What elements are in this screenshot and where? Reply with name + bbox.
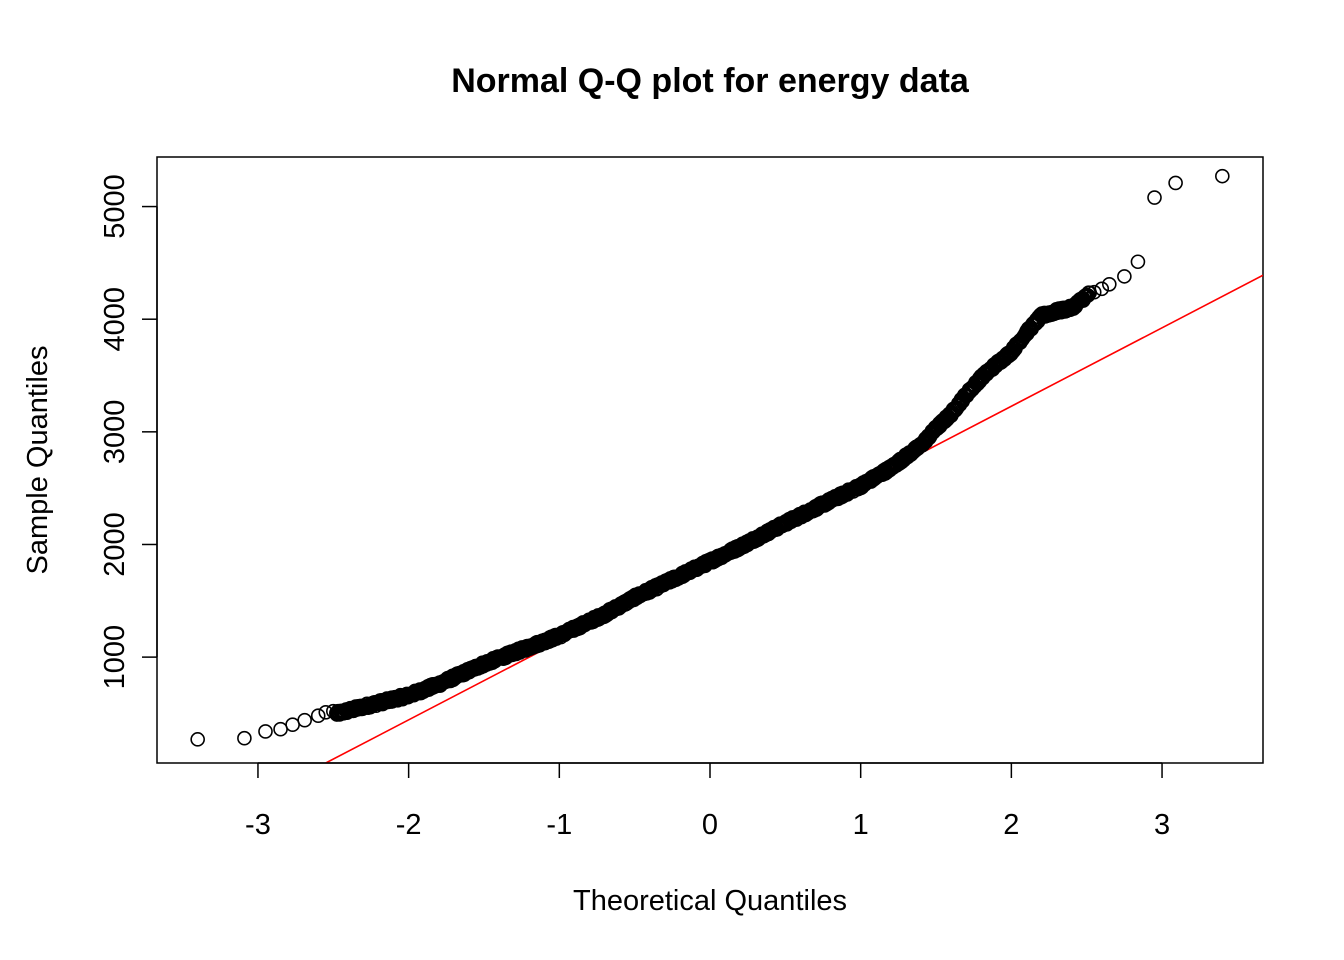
- data-point: [237, 730, 252, 746]
- x-tick-label: -2: [396, 809, 422, 841]
- x-tick-label: -3: [245, 809, 271, 841]
- y-axis: 1000 2000 3000 4000 5000: [99, 174, 158, 690]
- y-tick-label: 3000: [99, 400, 131, 465]
- y-tick-label: 5000: [99, 174, 131, 239]
- x-tick-label: 1: [853, 809, 869, 841]
- x-tick-label: 3: [1154, 809, 1170, 841]
- y-tick-label: 4000: [99, 287, 131, 352]
- x-tick-label: 0: [702, 809, 718, 841]
- data-point: [297, 712, 312, 728]
- data-point: [285, 717, 300, 733]
- data-point: [1094, 281, 1110, 297]
- data-point: [258, 724, 273, 739]
- data-point: [1215, 168, 1230, 184]
- data-point: [1082, 285, 1098, 301]
- data-point: [190, 732, 205, 747]
- plot-frame: [156, 156, 1264, 764]
- y-tick-label: 2000: [99, 512, 131, 577]
- data-point: [1102, 276, 1117, 292]
- y-tick-label: 1000: [99, 625, 131, 690]
- data-point: [1117, 269, 1132, 284]
- x-tick-label: -1: [546, 809, 572, 841]
- x-axis-label: Theoretical Quantiles: [573, 885, 847, 917]
- data-point: [1168, 175, 1183, 191]
- chart-title: Normal Q-Q plot for energy data: [451, 62, 970, 100]
- data-point: [310, 708, 326, 723]
- x-axis: -3 -2 -1 0 1 2 3: [245, 762, 1170, 841]
- data-point: [1147, 190, 1162, 205]
- x-tick-label: 2: [1003, 809, 1019, 841]
- data-points: [190, 168, 1230, 747]
- data-point: [1130, 254, 1146, 270]
- data-point: [273, 721, 288, 737]
- y-axis-label: Sample Quantiles: [22, 346, 54, 575]
